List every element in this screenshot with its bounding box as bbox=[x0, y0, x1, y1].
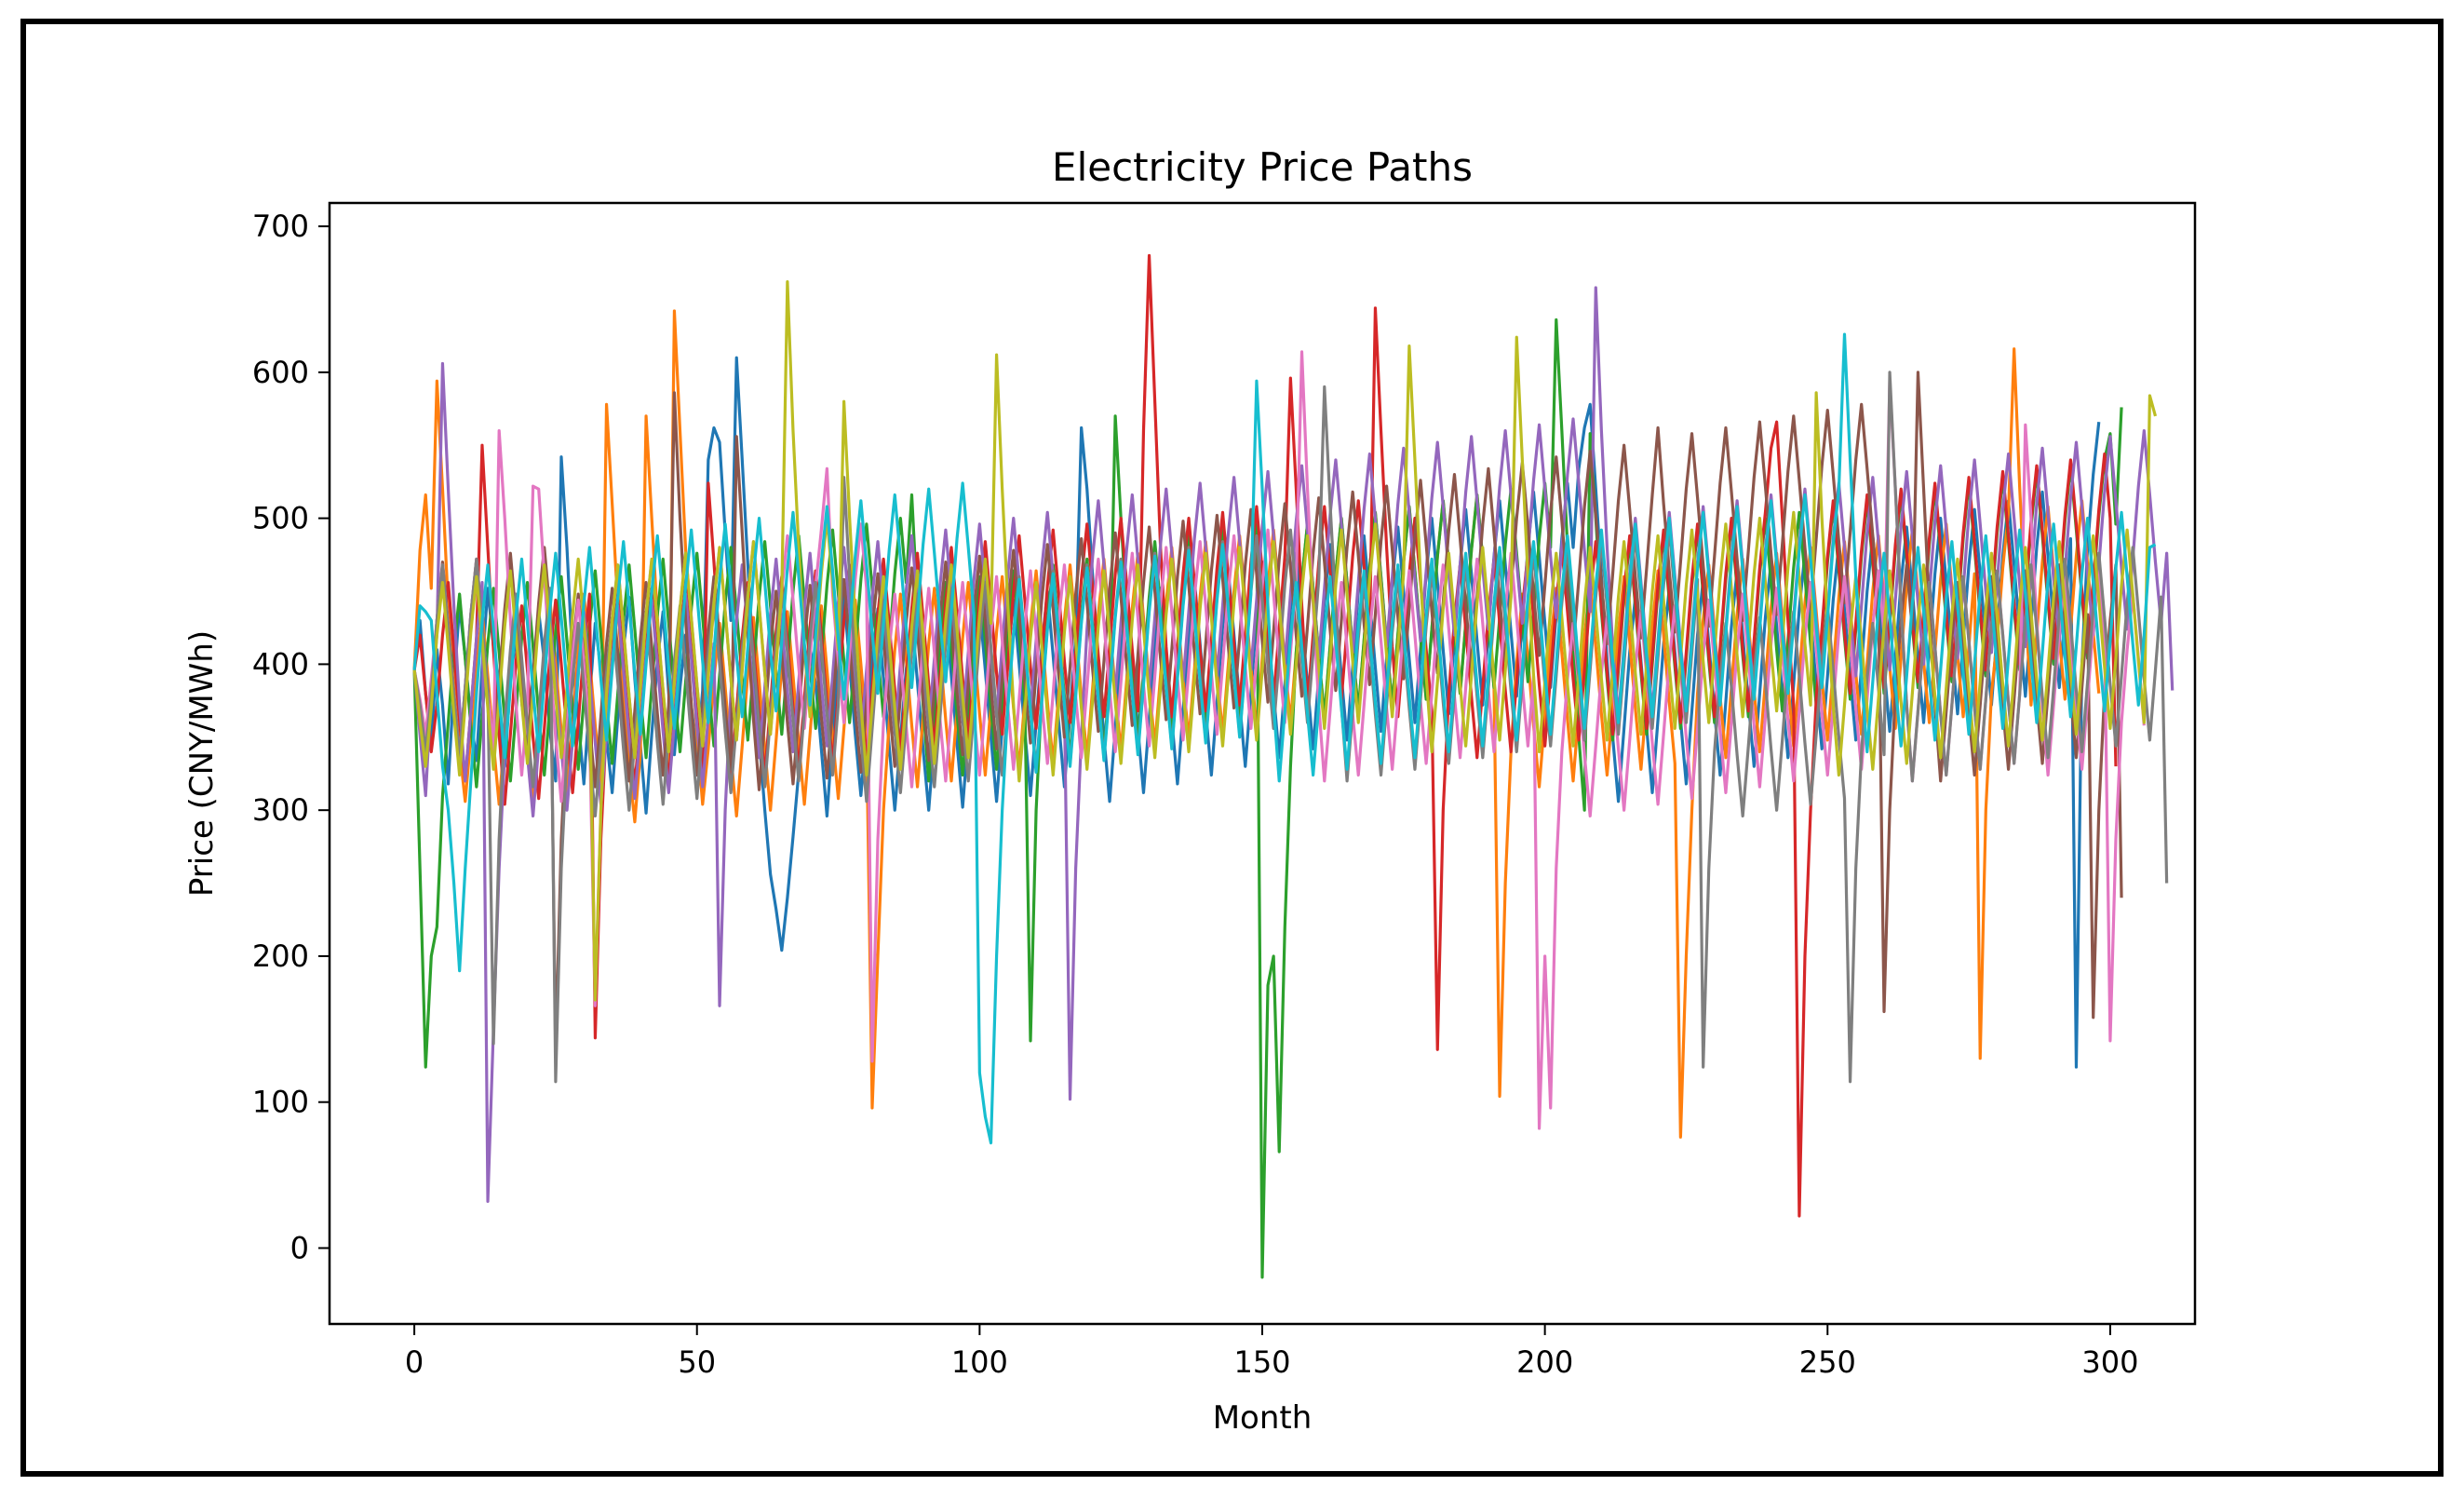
line-chart: Electricity Price Paths 0 50 100 150 200 250 3… bbox=[183, 144, 2197, 1437]
y-tick-label: 700 bbox=[252, 209, 309, 244]
y-axis-title: Price (CNY/MWh) bbox=[183, 630, 221, 897]
x-tick-label: 200 bbox=[1516, 1344, 1573, 1380]
x-axis: 0 50 100 150 200 250 300 bbox=[405, 1324, 2138, 1380]
y-tick-label: 500 bbox=[252, 501, 309, 536]
x-tick-label: 250 bbox=[1799, 1344, 1856, 1380]
y-tick-label: 0 bbox=[290, 1230, 309, 1265]
x-tick-label: 50 bbox=[678, 1344, 716, 1380]
chart-title: Electricity Price Paths bbox=[1052, 144, 1473, 190]
y-axis: 0 100 200 300 400 500 600 700 bbox=[252, 209, 330, 1265]
y-tick-label: 400 bbox=[252, 646, 309, 682]
series-line-10 bbox=[412, 332, 2157, 1145]
y-tick-label: 300 bbox=[252, 792, 309, 828]
x-tick-label: 100 bbox=[951, 1344, 1008, 1380]
series-line-9 bbox=[412, 280, 2158, 1002]
x-tick-label: 150 bbox=[1233, 1344, 1290, 1380]
figure-frame: Electricity Price Paths 0 50 100 150 200 250 3… bbox=[20, 19, 2444, 1477]
x-axis-title: Month bbox=[1213, 1399, 1313, 1437]
y-tick-label: 200 bbox=[252, 939, 309, 974]
x-tick-label: 0 bbox=[405, 1344, 424, 1380]
series-layer bbox=[412, 253, 2175, 1279]
y-tick-label: 100 bbox=[252, 1085, 309, 1120]
y-tick-label: 600 bbox=[252, 355, 309, 390]
x-tick-label: 300 bbox=[2081, 1344, 2138, 1380]
